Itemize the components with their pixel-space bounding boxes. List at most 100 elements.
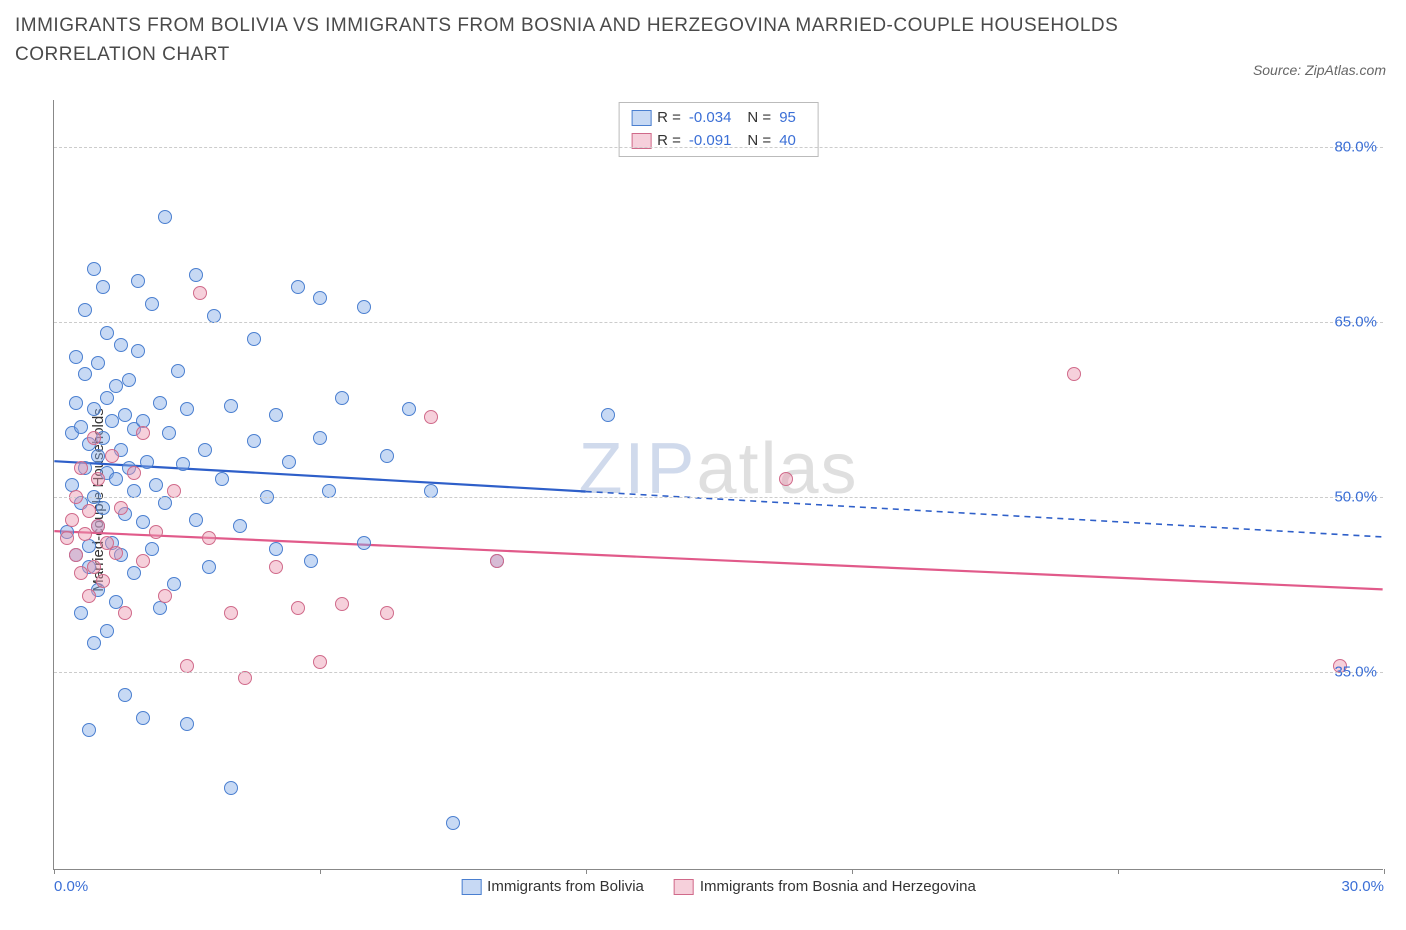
legend-label: Immigrants from Bolivia: [487, 878, 644, 895]
scatter-point-bolivia: [313, 431, 327, 445]
scatter-point-bosnia: [202, 531, 216, 545]
scatter-point-bosnia: [424, 410, 438, 424]
scatter-point-bolivia: [189, 268, 203, 282]
scatter-point-bolivia: [145, 297, 159, 311]
scatter-point-bolivia: [180, 717, 194, 731]
scatter-point-bosnia: [87, 560, 101, 574]
legend-item-bosnia: Immigrants from Bosnia and Herzegovina: [674, 878, 976, 895]
scatter-point-bosnia: [313, 655, 327, 669]
scatter-point-bolivia: [176, 457, 190, 471]
scatter-point-bolivia: [158, 210, 172, 224]
swatch-bosnia: [674, 879, 694, 895]
scatter-point-bolivia: [136, 515, 150, 529]
gridline: [54, 672, 1383, 673]
scatter-point-bolivia: [215, 472, 229, 486]
scatter-point-bosnia: [149, 525, 163, 539]
scatter-point-bosnia: [380, 606, 394, 620]
scatter-point-bolivia: [91, 356, 105, 370]
source-citation: Source: ZipAtlas.com: [1253, 62, 1386, 78]
x-tick-label: 0.0%: [54, 878, 88, 895]
scatter-point-bosnia: [96, 574, 110, 588]
n-value: 95: [779, 107, 796, 130]
n-label: N =: [747, 130, 771, 153]
scatter-point-bolivia: [74, 420, 88, 434]
scatter-point-bolivia: [109, 379, 123, 393]
scatter-point-bolivia: [87, 262, 101, 276]
scatter-point-bolivia: [233, 519, 247, 533]
gridline: [54, 147, 1383, 148]
scatter-point-bolivia: [140, 455, 154, 469]
swatch-bolivia: [461, 879, 481, 895]
scatter-point-bosnia: [1067, 367, 1081, 381]
scatter-point-bolivia: [180, 402, 194, 416]
r-label: R =: [657, 107, 681, 130]
r-value: -0.034: [689, 107, 732, 130]
scatter-point-bosnia: [78, 527, 92, 541]
x-tick: [54, 869, 55, 874]
scatter-point-bolivia: [282, 455, 296, 469]
scatter-point-bolivia: [198, 443, 212, 457]
scatter-point-bolivia: [202, 560, 216, 574]
stats-row-bolivia: R = -0.034 N = 95: [631, 107, 806, 130]
scatter-point-bosnia: [60, 531, 74, 545]
scatter-point-bosnia: [82, 589, 96, 603]
scatter-point-bosnia: [779, 472, 793, 486]
y-tick-label: 65.0%: [1334, 313, 1377, 330]
scatter-point-bolivia: [118, 408, 132, 422]
scatter-point-bosnia: [490, 554, 504, 568]
n-value: 40: [779, 130, 796, 153]
scatter-point-bolivia: [247, 434, 261, 448]
swatch-bolivia: [631, 110, 651, 126]
scatter-points: [54, 100, 1383, 869]
scatter-point-bolivia: [153, 396, 167, 410]
scatter-point-bosnia: [127, 466, 141, 480]
scatter-point-bosnia: [291, 601, 305, 615]
scatter-point-bolivia: [118, 688, 132, 702]
scatter-point-bolivia: [380, 449, 394, 463]
scatter-point-bosnia: [91, 519, 105, 533]
scatter-point-bosnia: [193, 286, 207, 300]
scatter-point-bolivia: [105, 414, 119, 428]
scatter-point-bosnia: [114, 501, 128, 515]
scatter-point-bolivia: [114, 338, 128, 352]
scatter-point-bolivia: [224, 399, 238, 413]
stats-legend: R = -0.034 N = 95 R = -0.091 N = 40: [618, 102, 819, 157]
scatter-point-bolivia: [167, 577, 181, 591]
scatter-point-bolivia: [313, 291, 327, 305]
scatter-point-bolivia: [96, 501, 110, 515]
scatter-point-bolivia: [87, 636, 101, 650]
scatter-point-bolivia: [247, 332, 261, 346]
scatter-point-bosnia: [69, 548, 83, 562]
scatter-point-bolivia: [69, 396, 83, 410]
scatter-point-bolivia: [162, 426, 176, 440]
scatter-point-bolivia: [74, 606, 88, 620]
scatter-point-bosnia: [118, 606, 132, 620]
scatter-point-bolivia: [136, 711, 150, 725]
x-tick: [852, 869, 853, 874]
y-tick-label: 50.0%: [1334, 488, 1377, 505]
y-tick-label: 35.0%: [1334, 663, 1377, 680]
scatter-point-bolivia: [291, 280, 305, 294]
scatter-point-bolivia: [127, 566, 141, 580]
legend-item-bolivia: Immigrants from Bolivia: [461, 878, 644, 895]
scatter-point-bolivia: [91, 449, 105, 463]
scatter-point-bolivia: [122, 373, 136, 387]
scatter-point-bolivia: [224, 781, 238, 795]
gridline: [54, 497, 1383, 498]
r-value: -0.091: [689, 130, 732, 153]
chart-title: IMMIGRANTS FROM BOLIVIA VS IMMIGRANTS FR…: [15, 12, 1135, 69]
scatter-point-bolivia: [269, 542, 283, 556]
legend-label: Immigrants from Bosnia and Herzegovina: [700, 878, 976, 895]
scatter-point-bolivia: [78, 367, 92, 381]
x-tick: [1384, 869, 1385, 874]
scatter-point-bosnia: [87, 431, 101, 445]
scatter-point-bosnia: [335, 597, 349, 611]
x-tick: [586, 869, 587, 874]
scatter-point-bosnia: [136, 426, 150, 440]
scatter-point-bolivia: [357, 300, 371, 314]
scatter-point-bosnia: [74, 461, 88, 475]
scatter-point-bosnia: [74, 566, 88, 580]
scatter-point-bolivia: [131, 274, 145, 288]
n-label: N =: [747, 107, 771, 130]
scatter-point-bolivia: [446, 816, 460, 830]
